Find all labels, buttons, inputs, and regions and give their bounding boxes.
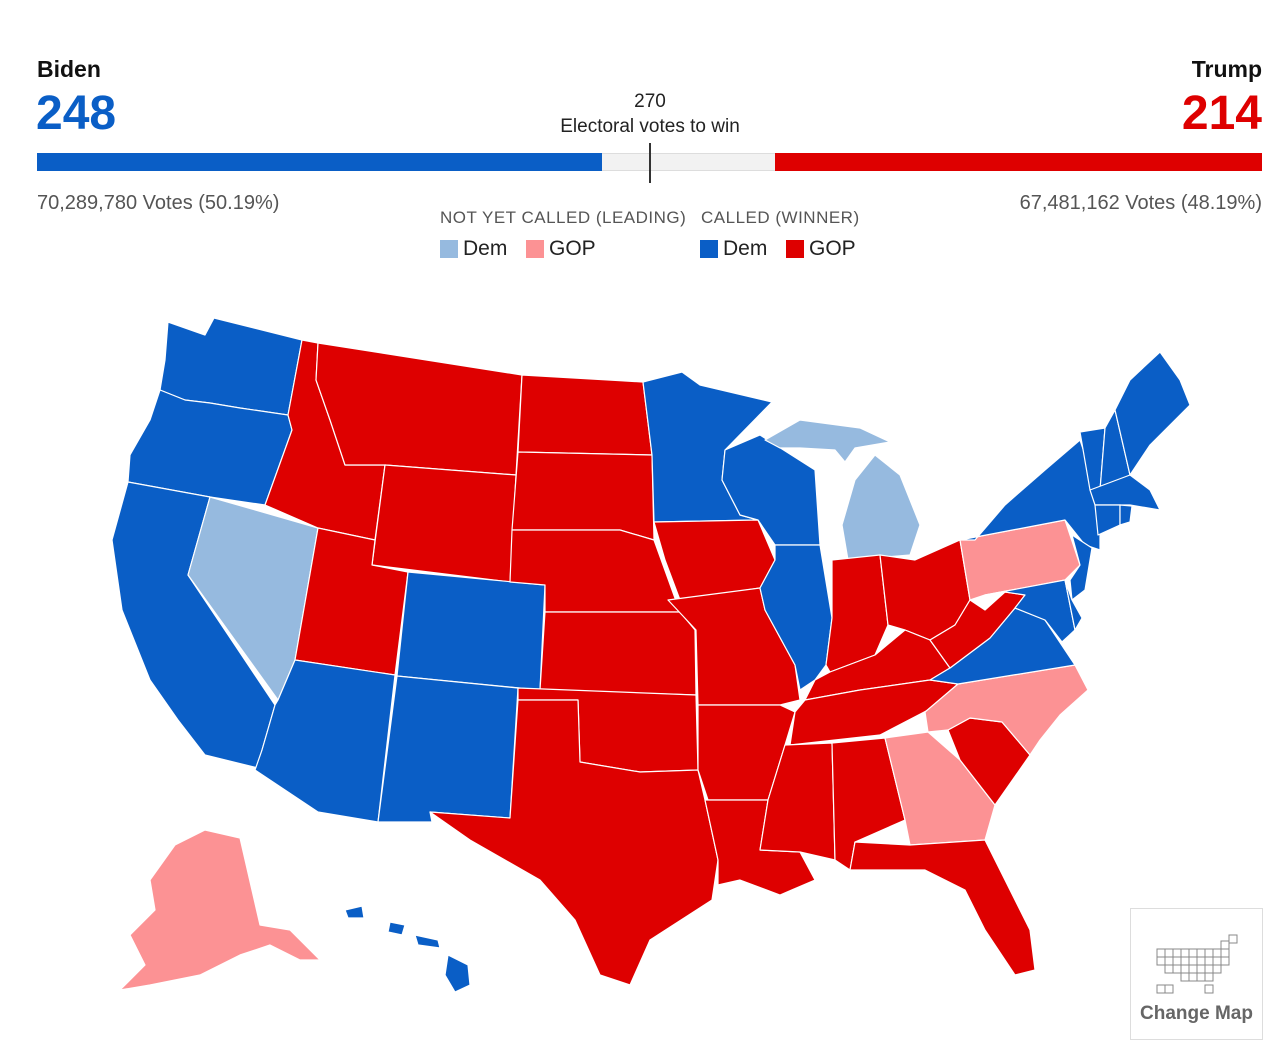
left-candidate-electoral: 248 (36, 87, 117, 140)
left-popular-vote: 70,289,780 Votes (50.19%) (37, 192, 280, 214)
legend-dem-leading: Dem (440, 237, 507, 261)
change-map-button[interactable]: Change Map (1130, 908, 1263, 1040)
dem-called-swatch (700, 240, 718, 258)
tile-grid-map-icon (1156, 934, 1238, 994)
state-WY[interactable] (371, 464, 517, 583)
us-electoral-map (111, 317, 1191, 993)
state-KS[interactable] (539, 611, 697, 696)
legend-gop-leading-label: GOP (549, 237, 596, 260)
state-SD[interactable] (511, 451, 655, 541)
gop-called-swatch (786, 240, 804, 258)
state-FL[interactable] (849, 839, 1036, 976)
legend-dem-leading-label: Dem (463, 237, 508, 260)
legend-called-header: CALLED (WINNER) (701, 208, 860, 227)
state-CO[interactable] (396, 571, 546, 691)
right-popular-vote: 67,481,162 Votes (48.19%) (1019, 192, 1262, 214)
dem-leading-swatch (440, 240, 458, 258)
legend-gop-called: GOP (786, 237, 856, 261)
legend-not-called-header: NOT YET CALLED (LEADING) (440, 208, 687, 227)
state-TX[interactable] (429, 699, 719, 986)
state-NM[interactable] (377, 675, 519, 823)
state-RI[interactable] (1119, 504, 1133, 526)
legend-dem-called-label: Dem (723, 237, 768, 260)
electoral-bar-gop (774, 153, 1262, 171)
state-AZ[interactable] (254, 659, 396, 823)
threshold-value: 270 (634, 91, 666, 112)
state-ND[interactable] (517, 374, 653, 456)
right-candidate-electoral: 214 (1181, 87, 1262, 140)
change-map-label: Change Map (1140, 1003, 1253, 1024)
state-CT[interactable] (1094, 504, 1121, 536)
state-AK[interactable] (119, 829, 321, 991)
threshold-marker (649, 143, 651, 183)
legend-gop-leading: GOP (526, 237, 596, 261)
gop-leading-swatch (526, 240, 544, 258)
state-MT[interactable] (315, 342, 523, 476)
state-DE[interactable] (1064, 579, 1083, 631)
threshold-label: Electoral votes to win (560, 116, 740, 137)
state-MI[interactable] (764, 419, 921, 561)
state-NC[interactable] (924, 664, 1089, 756)
legend-gop-called-label: GOP (809, 237, 856, 260)
legend-dem-called: Dem (700, 237, 767, 261)
electoral-bar-dem (37, 153, 602, 171)
state-HI[interactable] (344, 905, 471, 993)
left-candidate-name: Biden (37, 56, 101, 82)
state-ME[interactable] (1114, 351, 1191, 476)
state-GA[interactable] (884, 731, 996, 846)
right-candidate-name: Trump (1191, 56, 1262, 82)
state-IL[interactable] (759, 544, 833, 691)
